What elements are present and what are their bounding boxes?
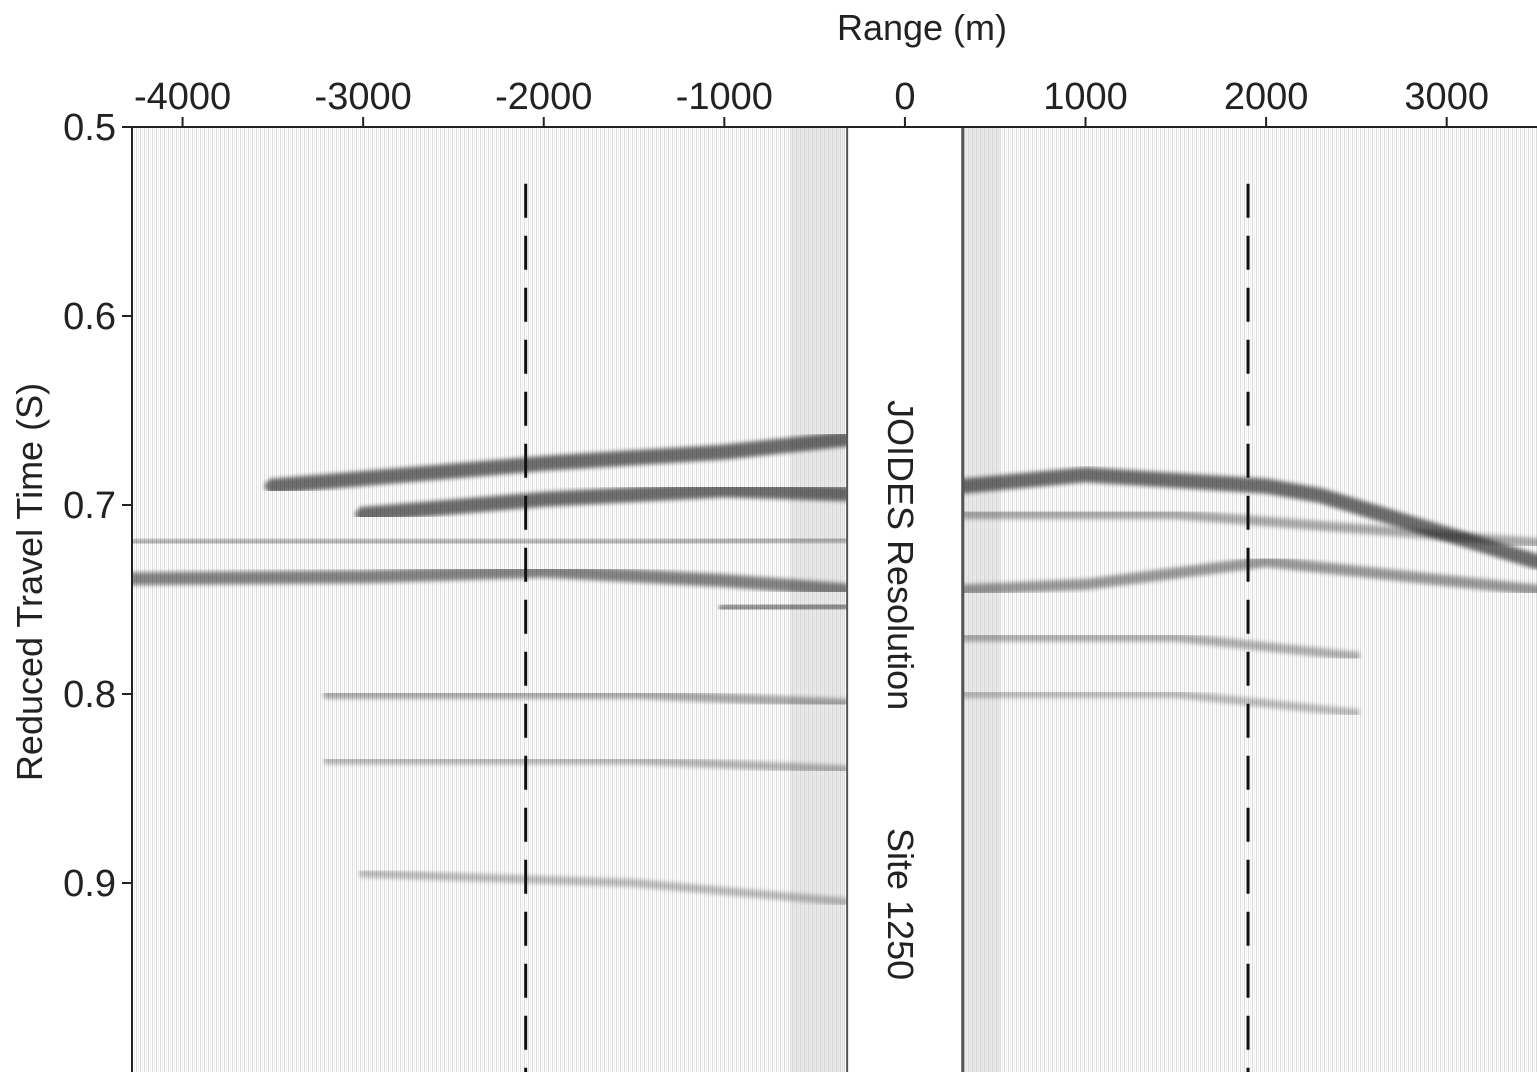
x-tick-label-4: 0 [894, 76, 915, 118]
reflector-left-0 [265, 431, 855, 494]
y-tick-label-2: 0.7 [63, 485, 116, 527]
plot-background [132, 127, 1537, 1072]
reflector-left-5 [322, 689, 852, 709]
x-tick-group: -4000 -3000 -2000 -1000 0 1000 2000 3000 [134, 76, 1489, 127]
reflector-left-7 [359, 869, 852, 906]
x-tick-label-1: -3000 [315, 76, 412, 118]
near-field-shading-left [790, 127, 844, 1072]
reflector-layer [132, 431, 1537, 906]
x-tick-label-2: -2000 [495, 76, 592, 118]
y-tick-label-0: 0.5 [63, 107, 116, 149]
x-tick-label-3: -1000 [676, 76, 773, 118]
annotation-ship: JOIDES Resolution [880, 400, 921, 710]
y-tick-label-4: 0.9 [63, 863, 116, 905]
reflector-left-6 [322, 755, 852, 774]
y-tick-group: 0.5 0.6 0.7 0.8 0.9 [63, 107, 132, 905]
x-tick-label-7: 3000 [1404, 76, 1489, 118]
reflector-right-12 [958, 690, 1361, 717]
x-tick-label-6: 2000 [1224, 76, 1309, 118]
reflector-left-3 [132, 564, 854, 597]
x-tick-label-0: -4000 [134, 76, 231, 118]
plot-area [132, 127, 1537, 1072]
x-axis-title: Range (m) [837, 7, 1007, 48]
x-tick-label-5: 1000 [1043, 76, 1128, 118]
annotation-site: Site 1250 [880, 828, 921, 980]
y-tick-label-3: 0.8 [63, 674, 116, 716]
dashed-line-layer [524, 183, 1250, 1072]
ship-gap [847, 127, 963, 1072]
reflector-left-1 [355, 482, 855, 522]
reflector-left-2 [132, 534, 852, 548]
reflector-right-11 [958, 632, 1361, 661]
reflector-right-10 [957, 556, 1537, 596]
reflector-right-9 [957, 509, 1537, 548]
y-tick-label-1: 0.6 [63, 296, 116, 338]
reflector-left-4 [718, 599, 853, 615]
reflector-right-8 [955, 467, 1537, 570]
y-axis-title: Reduced Travel Time (S) [9, 383, 50, 781]
near-field-shading-right [960, 127, 1000, 1072]
